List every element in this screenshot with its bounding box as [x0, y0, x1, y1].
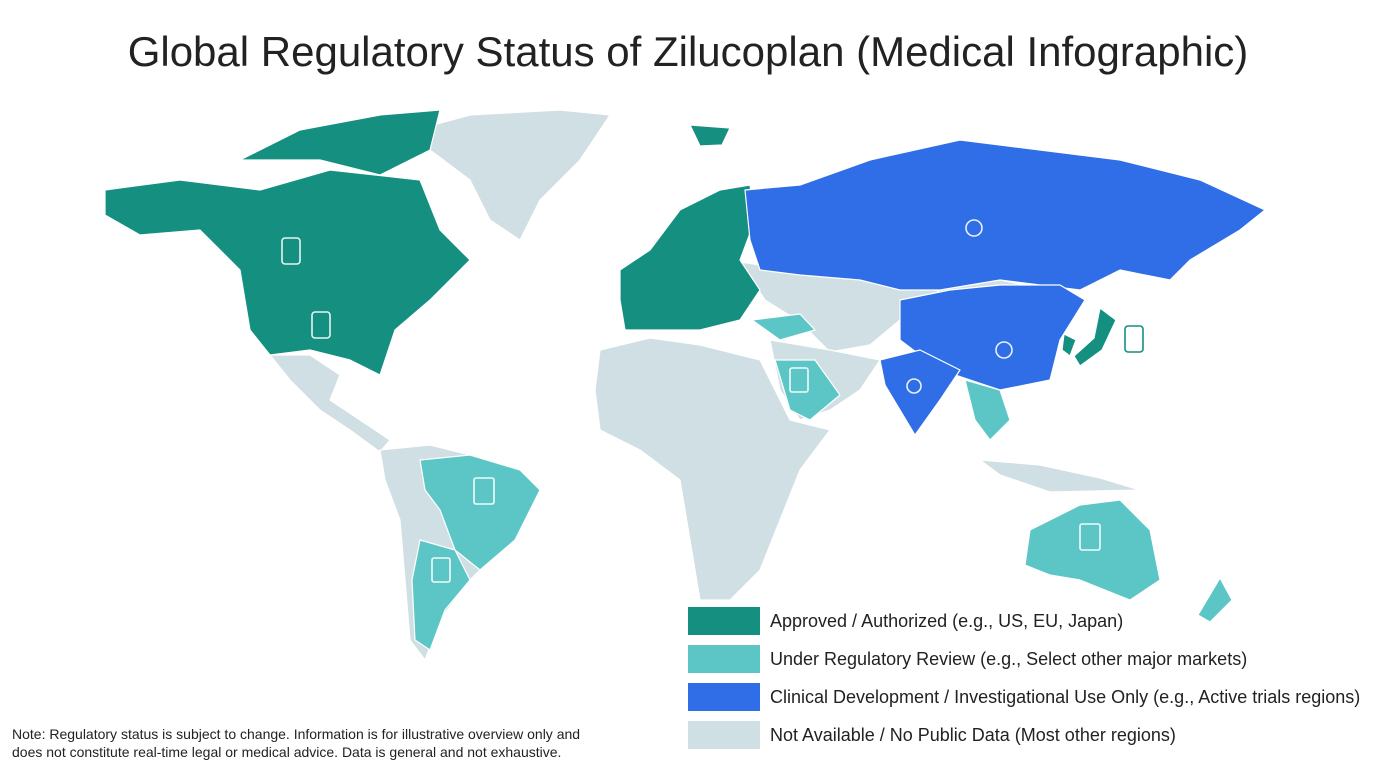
indonesia: [979, 459, 1141, 493]
india: [879, 349, 961, 436]
icon: [906, 378, 922, 394]
legend-item: Not Available / No Public Data (Most oth…: [688, 720, 1176, 750]
legend-label: Clinical Development / Investigational U…: [770, 686, 1361, 707]
europe: [619, 184, 761, 331]
icon: [473, 477, 495, 505]
arctic-islands: [239, 109, 441, 176]
japan: [1073, 307, 1117, 367]
icon: [965, 219, 983, 237]
africa: [594, 337, 831, 601]
legend-swatch: [688, 645, 760, 673]
legend-swatch: [688, 683, 760, 711]
legend-item: Under Regulatory Review (e.g., Select ot…: [688, 644, 1247, 674]
icon: [789, 367, 809, 393]
central-america: [269, 354, 391, 453]
icon: [431, 557, 451, 583]
icon: [995, 341, 1013, 359]
legend-item: Clinical Development / Investigational U…: [688, 682, 1360, 712]
legend-label: Approved / Authorized (e.g., US, EU, Jap…: [770, 610, 1124, 631]
icon: [1124, 325, 1144, 353]
icon: [311, 311, 331, 339]
note-line: Note: Regulatory status is subject to ch…: [12, 726, 581, 742]
title: Global Regulatory Status of Zilucoplan (…: [127, 28, 1249, 75]
legend-item: Approved / Authorized (e.g., US, EU, Jap…: [688, 606, 1123, 636]
legend-swatch: [688, 721, 760, 749]
russia: [744, 139, 1266, 291]
legend-label: Under Regulatory Review (e.g., Select ot…: [770, 648, 1248, 669]
note: Note: Regulatory status is subject to ch…: [12, 725, 580, 761]
iceland: [689, 124, 731, 147]
turkey: [751, 313, 816, 341]
legend-swatch: [688, 607, 760, 635]
new-zealand: [1197, 577, 1233, 623]
legend-label: Not Available / No Public Data (Most oth…: [770, 724, 1176, 745]
brazil: [419, 454, 541, 571]
north-america: [104, 169, 471, 376]
note-line: does not constitute real-time legal or m…: [12, 744, 562, 760]
argentina: [411, 539, 471, 651]
icon: [1079, 523, 1101, 551]
korea: [1061, 333, 1077, 357]
greenland: [414, 109, 611, 241]
icon: [281, 237, 301, 265]
